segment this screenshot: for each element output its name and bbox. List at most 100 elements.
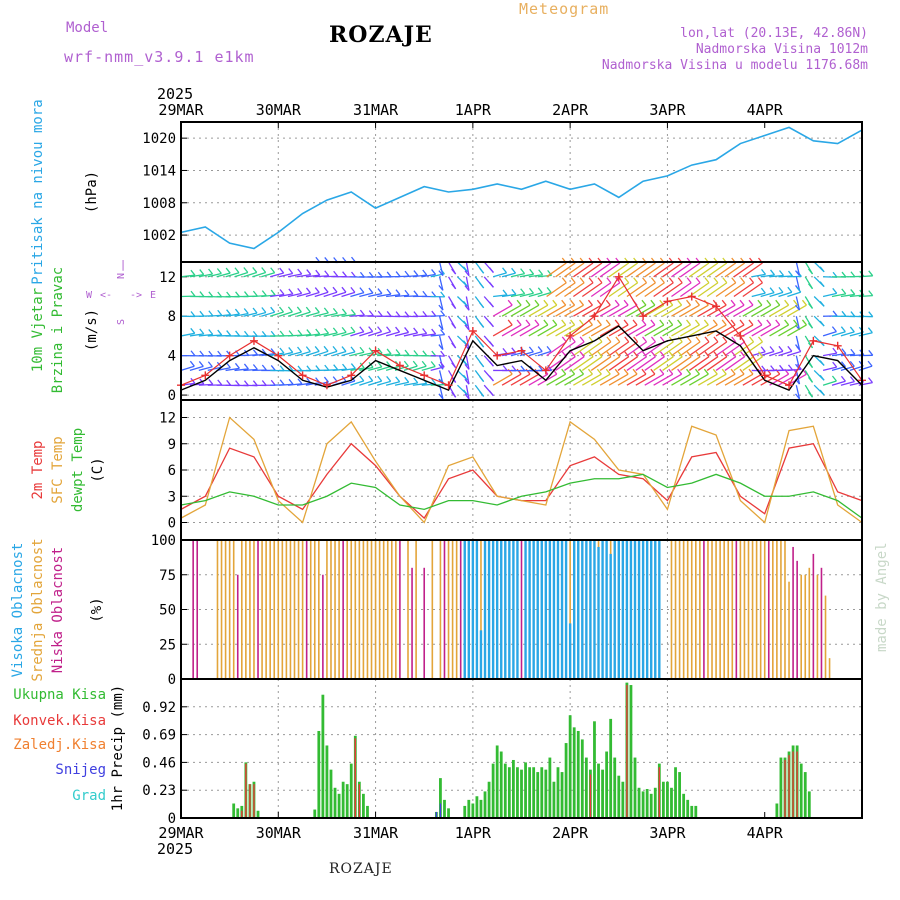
wind-barb-flag: [217, 309, 223, 316]
wind-barb-flag: [668, 351, 674, 358]
wind-barb-flag: [377, 361, 383, 368]
wind-barb-flag: [694, 368, 700, 375]
wind-barb: [350, 292, 365, 298]
wind-barb-flag: [770, 269, 776, 276]
wind-barb: [599, 341, 621, 357]
wind-barb: [350, 314, 365, 317]
wind-barb: [243, 312, 258, 317]
wind-barb-flag: [208, 379, 214, 385]
cloud-bar: [483, 540, 487, 679]
gust-marker: [322, 381, 331, 390]
wind-barb: [742, 262, 763, 278]
wind-barb: [795, 385, 801, 399]
gust-marker: [712, 302, 721, 311]
wind-barb: [760, 304, 781, 317]
wind-barb-flag: [633, 351, 639, 358]
wind-barb-flag: [760, 287, 766, 294]
wind-barb-flag: [315, 328, 321, 335]
wind-barb: [635, 282, 656, 298]
cloud-bar: [261, 540, 263, 679]
precip-bar: [678, 772, 681, 818]
wind-barb-flag: [801, 319, 807, 326]
wind-barb-flag: [511, 267, 517, 274]
precip-bar: [658, 767, 661, 818]
cloud-bar: [723, 540, 725, 679]
cloud-bar: [269, 540, 271, 679]
wind-barb-flag: [757, 319, 763, 326]
wind-barb-flag: [808, 268, 814, 275]
cloud-bar: [346, 540, 348, 679]
cloud-bar: [674, 540, 677, 679]
wind-barb-flag: [198, 361, 204, 367]
wind-barb-flag: [413, 327, 419, 334]
precip-bar: [232, 803, 236, 818]
temp-axis-title-1: 2m Temp: [30, 440, 46, 499]
cloud-bar: [800, 574, 802, 679]
wind-barb: [573, 324, 593, 337]
cloud-bar: [564, 540, 568, 679]
wind-barb-flag: [252, 349, 258, 356]
wind-barb-flag: [840, 326, 846, 333]
wind-barb: [305, 274, 320, 278]
wind-barb-flag: [543, 319, 549, 326]
wind-barb: [189, 333, 204, 337]
cloud-bar: [686, 540, 689, 679]
wind-barb-flag: [748, 299, 754, 306]
precip-bar: [516, 767, 519, 818]
wind-barb: [385, 331, 400, 337]
wind-barb-flag: [868, 377, 874, 384]
wind-barb-flag: [749, 336, 755, 343]
wind-barb-flag: [795, 270, 801, 277]
cloud-bar: [395, 540, 397, 679]
wind-barb-flag: [190, 327, 196, 334]
wind-barb-flag: [793, 319, 799, 326]
wind-barb: [394, 294, 410, 298]
wind-barb: [671, 356, 692, 371]
wind-barb-flag: [686, 299, 692, 306]
wind-barb-flag: [795, 344, 801, 350]
wind-barb: [207, 366, 222, 372]
wind-barb-flag: [511, 288, 517, 295]
wind-barb: [180, 365, 195, 372]
wind-barb-flag: [464, 393, 470, 400]
cloud-bar: [650, 540, 653, 679]
wind-barb: [680, 373, 700, 386]
wind-barb-flag: [324, 270, 330, 277]
wind-barb-flag: [243, 330, 250, 337]
wind-barb: [626, 341, 647, 357]
wind-barb-flag: [695, 351, 701, 358]
precip-bar: [475, 796, 479, 818]
wind-barb-flag: [552, 319, 558, 326]
wind-barb-flag: [440, 350, 446, 357]
precip-legend-2: Zaledj.Kisa: [13, 737, 106, 753]
precip-bar: [341, 781, 345, 818]
wind-barb: [564, 282, 585, 298]
wind-barb-flag: [368, 375, 374, 382]
cloud-bar: [520, 540, 523, 679]
wind-barb-flag: [279, 267, 285, 274]
cloud-bar: [350, 540, 353, 679]
wind-barb: [207, 334, 222, 337]
wind-barb: [368, 292, 383, 298]
wind-barb-flag: [749, 277, 755, 284]
precip-bar: [609, 718, 613, 818]
wind-axis-title-2: Brzina i Pravac: [50, 267, 66, 393]
wind-barb-flag: [306, 269, 312, 275]
precip-bar: [487, 781, 491, 818]
precip-bar: [629, 685, 633, 818]
wind-barb-flag: [323, 376, 329, 383]
wind-barb-flag: [615, 336, 621, 343]
wind-barb-flag: [479, 391, 485, 397]
cloud-bar: [703, 540, 705, 679]
cloud-bar: [601, 540, 604, 679]
wind-barb-flag: [740, 277, 746, 284]
wind-barb-flag: [464, 285, 470, 291]
wind-barb: [332, 331, 347, 337]
precip-bar: [349, 763, 353, 818]
wind-barb: [465, 355, 470, 370]
y-tick-label: 100: [151, 533, 176, 549]
wind-barb: [662, 373, 682, 386]
wind-barb-flag: [488, 360, 494, 367]
wind-barb-flag: [516, 319, 522, 326]
wind-barb-flag: [787, 364, 793, 371]
